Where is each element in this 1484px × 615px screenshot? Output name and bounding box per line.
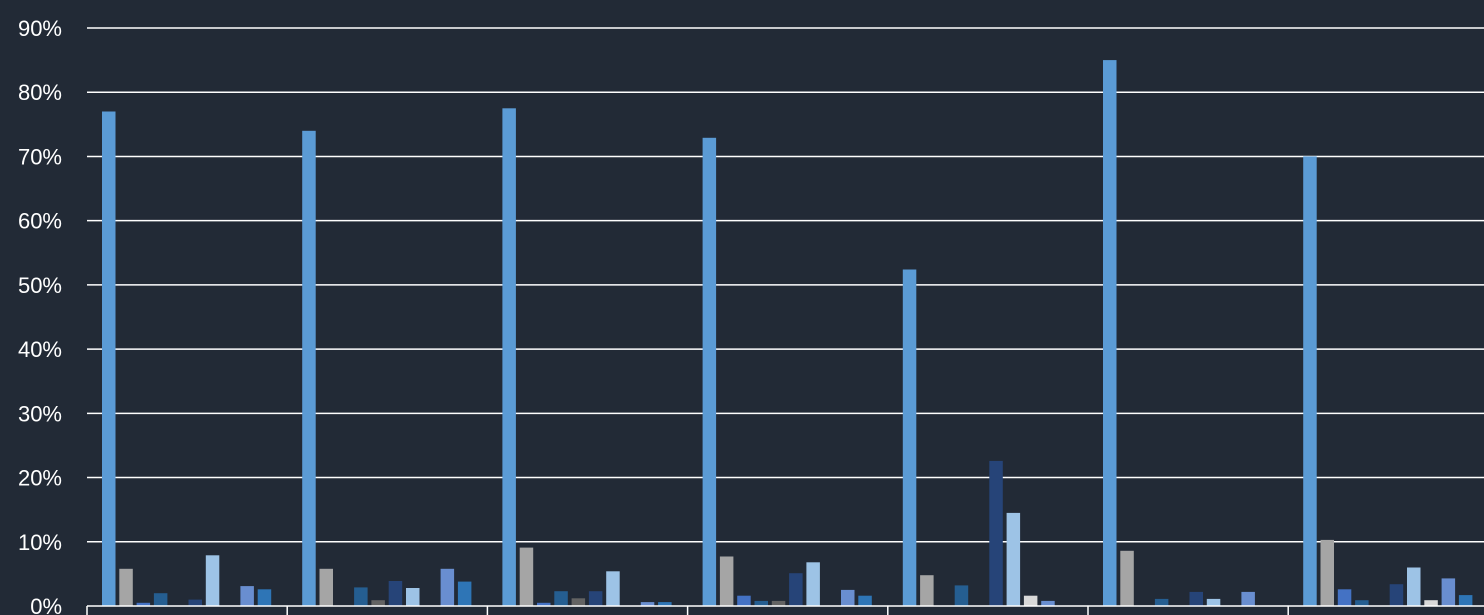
y-tick-label: 60% [18, 209, 62, 234]
bar-group-3-series-2 [519, 547, 534, 606]
y-tick-label: 20% [18, 466, 62, 491]
bar-group-2-series-1 [302, 130, 316, 607]
bar-group-4-series-10 [858, 595, 872, 606]
y-tick-label: 90% [18, 16, 62, 41]
bar-group-4-series-3 [737, 595, 751, 606]
bar-group-7-series-9 [1441, 578, 1456, 606]
bar-group-5-series-1 [902, 269, 917, 606]
bar-group-5-series-9 [1041, 600, 1055, 606]
bar-group-4-series-6 [789, 573, 803, 606]
bar-group-4-series-7 [806, 562, 820, 606]
y-tick-label: 70% [18, 144, 62, 169]
bar-group-1-series-2 [119, 568, 133, 606]
y-tick-label: 50% [18, 273, 62, 298]
bar-group-7-series-1 [1303, 156, 1317, 606]
bar-group-6-series-2 [1120, 550, 1134, 606]
bar-group-4-series-4 [754, 600, 768, 606]
bar-group-3-series-3 [537, 602, 551, 606]
bar-group-2-series-5 [371, 600, 385, 606]
bar-group-3-series-7 [606, 571, 620, 606]
bar-group-1-series-6 [188, 599, 202, 606]
bar-group-7-series-2 [1320, 539, 1334, 606]
bar-group-4-series-2 [719, 556, 734, 606]
bar-group-5-series-7 [1006, 512, 1021, 606]
bar-group-1-series-1 [102, 111, 116, 606]
bar-group-1-series-7 [205, 555, 220, 606]
bar-group-6-series-4 [1154, 598, 1169, 606]
bar-group-1-series-4 [153, 593, 168, 606]
y-tick-label: 0% [30, 594, 62, 615]
bar-group-4-series-9 [841, 589, 855, 606]
bar-group-5-series-2 [920, 575, 934, 606]
bar-group-2-series-4 [354, 587, 368, 606]
bar-group-1-series-10 [257, 589, 272, 606]
bar-group-7-series-3 [1337, 589, 1352, 606]
bar-group-6-series-9 [1241, 591, 1255, 606]
y-tick-label: 30% [18, 401, 62, 426]
y-tick-label: 10% [18, 530, 62, 555]
bar-group-2-series-7 [406, 588, 420, 606]
bar-group-3-series-6 [588, 591, 603, 606]
bar-group-2-series-6 [388, 581, 403, 606]
bar-group-2-series-2 [319, 568, 333, 606]
bar-group-2-series-10 [457, 581, 472, 606]
bar-group-5-series-4 [954, 585, 969, 606]
bar-group-1-series-3 [136, 602, 151, 606]
bar-group-7-series-6 [1389, 584, 1404, 606]
bar-group-7-series-8 [1424, 600, 1438, 606]
bar-group-7-series-10 [1458, 595, 1473, 606]
bar-group-6-series-6 [1189, 591, 1203, 606]
bar-group-6-series-1 [1103, 60, 1117, 607]
bar-group-5-series-8 [1023, 595, 1038, 606]
bar-group-1-series-9 [240, 586, 254, 606]
y-tick-label: 80% [18, 80, 62, 105]
bar-group-7-series-7 [1407, 567, 1421, 606]
bar-group-4-series-5 [771, 600, 786, 606]
bar-group-3-series-5 [571, 598, 586, 606]
bar-group-5-series-6 [989, 460, 1003, 606]
bar-group-4-series-1 [702, 137, 717, 607]
bar-group-3-series-10 [658, 602, 672, 606]
bar-group-3-series-4 [554, 591, 568, 606]
bar-group-2-series-9 [440, 568, 455, 606]
bar-group-3-series-1 [502, 108, 516, 607]
y-tick-label: 40% [18, 337, 62, 362]
bar-group-7-series-4 [1355, 600, 1369, 606]
bar-group-6-series-7 [1206, 598, 1221, 606]
bar-group-3-series-9 [640, 602, 655, 606]
